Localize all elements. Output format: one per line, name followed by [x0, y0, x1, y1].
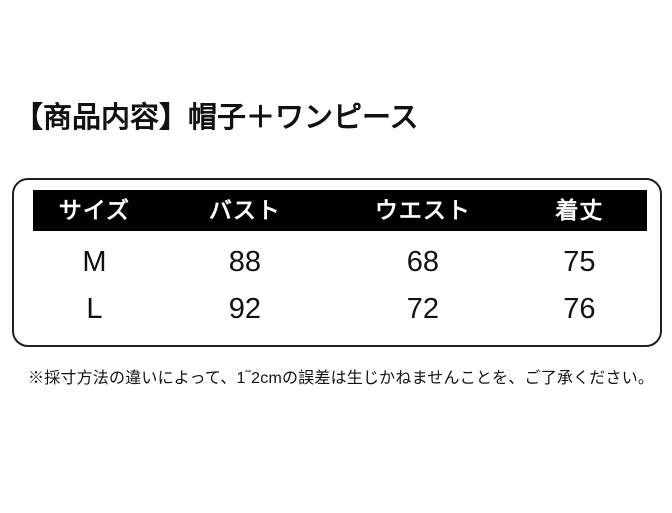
col-header-size: サイズ: [58, 197, 131, 223]
cell-waist: 72: [406, 293, 439, 325]
col-header-waist: ウエスト: [374, 197, 471, 223]
col-header-bust: バスト: [208, 197, 281, 223]
table-row-size-l: L 92 72 76: [33, 286, 647, 333]
cell-size: M: [82, 246, 107, 278]
cell-waist: 68: [406, 246, 439, 278]
table-row-size-m: M 88 68 75: [33, 239, 647, 286]
cell-size: L: [86, 293, 103, 325]
cell-length: 75: [563, 246, 596, 278]
page-title: 【商品内容】帽子＋ワンピース: [14, 102, 419, 134]
cell-bust: 88: [228, 246, 261, 278]
cell-bust: 92: [228, 293, 261, 325]
cell-length: 76: [563, 293, 596, 325]
size-table-header-row: サイズ バスト ウエスト 着丈: [33, 190, 647, 231]
measurement-note: ※採寸方法の違いによって、1‾2cmの誤差は生じかねませんことを、ご了承ください…: [28, 370, 655, 387]
col-header-length: 着丈: [555, 197, 604, 223]
size-table: サイズ バスト ウエスト 着丈 M 88 68 75 L 92 72 76: [12, 178, 662, 347]
